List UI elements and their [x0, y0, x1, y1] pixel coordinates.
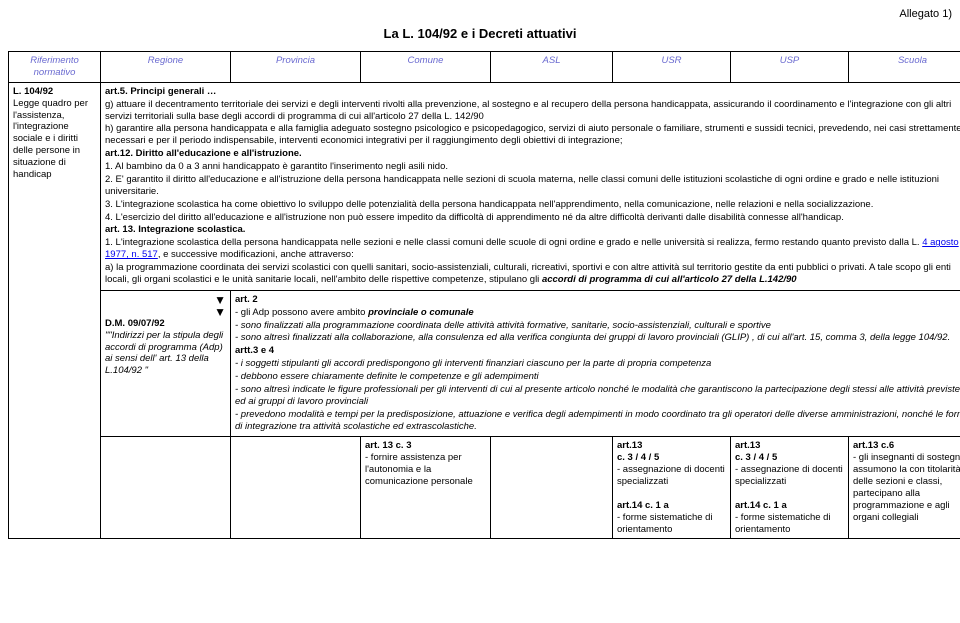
art5-title: art.5. Principi generali …	[105, 86, 216, 97]
body-a-line: a) la programmazione coordinata dei serv…	[105, 262, 951, 285]
art2-title: art. 2	[235, 294, 258, 305]
body-p4: 4. L'esercizio del diritto all'educazion…	[105, 212, 960, 224]
body-p13-1b: , e successive modificazioni, anche attr…	[158, 249, 354, 260]
dm-cell: ▼ ▼ D.M. 09/07/92 ""Indirizzi per la sti…	[101, 290, 231, 437]
arrow-down-2: ▼	[105, 306, 226, 318]
r3-scuola-t: art.13 c.6	[853, 440, 894, 451]
body-h: h) garantire alla persona handicappata e…	[105, 123, 960, 147]
r3-usr-d2: - forme sistematiche di orientamento	[617, 512, 713, 535]
art2-l2: - sono finalizzati alla programmazione c…	[235, 320, 960, 332]
r3-usr-d1: - assegnazione di docenti specializzati	[617, 464, 725, 487]
r3-usp-d1: - assegnazione di docenti specializzati	[735, 464, 843, 487]
r3-usp: art.13 c. 3 / 4 / 5 - assegnazione di do…	[731, 437, 849, 539]
col-usp: USP	[731, 52, 849, 83]
body-g: g) attuare il decentramento territoriale…	[105, 99, 960, 123]
main-title: La L. 104/92 e i Decreti attuativi	[8, 26, 952, 41]
art12-title: art.12. Diritto all'educazione e all'ist…	[105, 148, 302, 159]
art2-l4: - i soggetti stipulanti gli accordi pred…	[235, 358, 960, 370]
art2-l1b: provinciale o comunale	[368, 307, 474, 318]
left-riferimento: L. 104/92 Legge quadro per l'assistenza,…	[9, 82, 101, 539]
body-p2: 2. E' garantito il diritto all'educazion…	[105, 174, 960, 198]
r3-usr-t1: art.13	[617, 440, 642, 451]
r3-usp-d2: - forme sistematiche di orientamento	[735, 512, 831, 535]
body-p13-1a: 1. L'integrazione scolastica della perso…	[105, 237, 920, 248]
body-p1: 1. Al bambino da 0 a 3 anni handicappato…	[105, 161, 960, 173]
r3-usr: art.13 c. 3 / 4 / 5 - assegnazione di do…	[613, 437, 731, 539]
col-asl: ASL	[491, 52, 613, 83]
dm-title: D.M. 09/07/92	[105, 318, 165, 329]
r3-scuola-d: - gli insegnanti di sostegno assumono la…	[853, 452, 960, 522]
r3-regione	[101, 437, 231, 539]
art13-title: art. 13. Integrazione scolastica.	[105, 224, 245, 235]
dm-desc: ""Indirizzi per la stipula degli accordi…	[105, 330, 223, 377]
col-scuola: Scuola	[849, 52, 960, 83]
law-ref: L. 104/92	[13, 86, 53, 97]
arrow-down-1: ▼	[105, 294, 226, 306]
art2-l3: - sono altresì finalizzati alla collabor…	[235, 332, 960, 344]
col-left-header: Riferimento normativo	[9, 52, 101, 83]
r3-usr-t3: art.14 c. 1 a	[617, 500, 669, 511]
r3-usp-t2: c. 3 / 4 / 5	[735, 452, 777, 463]
art2-l1: - gli Adp possono avere ambito	[235, 307, 365, 318]
body-p3: 3. L'integrazione scolastica ha come obi…	[105, 199, 960, 211]
r3-provincia	[231, 437, 361, 539]
art2-cell: art. 2 - gli Adp possono avere ambito pr…	[231, 290, 960, 437]
artt34-title: artt.3 e 4	[235, 345, 274, 356]
law-desc: Legge quadro per l'assistenza, l'integra…	[13, 98, 88, 180]
allegato-label: Allegato 1)	[8, 8, 952, 20]
r3-comune-d: - fornire assistenza per l'autonomia e l…	[365, 452, 473, 487]
art2-l5: - debbono essere chiaramente definite le…	[235, 371, 960, 383]
r3-scuola: art.13 c.6 - gli insegnanti di sostegno …	[849, 437, 960, 539]
col-provincia: Provincia	[231, 52, 361, 83]
r3-comune: art. 13 c. 3 - fornire assistenza per l'…	[361, 437, 491, 539]
r3-usp-t1: art.13	[735, 440, 760, 451]
col-regione: Regione	[101, 52, 231, 83]
art2-l7: - prevedono modalità e tempi per la pred…	[235, 409, 960, 433]
main-table: Riferimento normativo Regione Provincia …	[8, 51, 960, 539]
r3-asl	[491, 437, 613, 539]
r3-usp-t3: art.14 c. 1 a	[735, 500, 787, 511]
body-main: art.5. Principi generali … g) attuare il…	[101, 82, 960, 290]
r3-comune-t: art. 13 c. 3	[365, 440, 411, 451]
r3-usr-t2: c. 3 / 4 / 5	[617, 452, 659, 463]
col-usr: USR	[613, 52, 731, 83]
art2-l6: - sono altresì indicate le figure profes…	[235, 384, 960, 408]
body-a-bold: accordi di programma di cui all'articolo…	[542, 274, 797, 285]
col-comune: Comune	[361, 52, 491, 83]
